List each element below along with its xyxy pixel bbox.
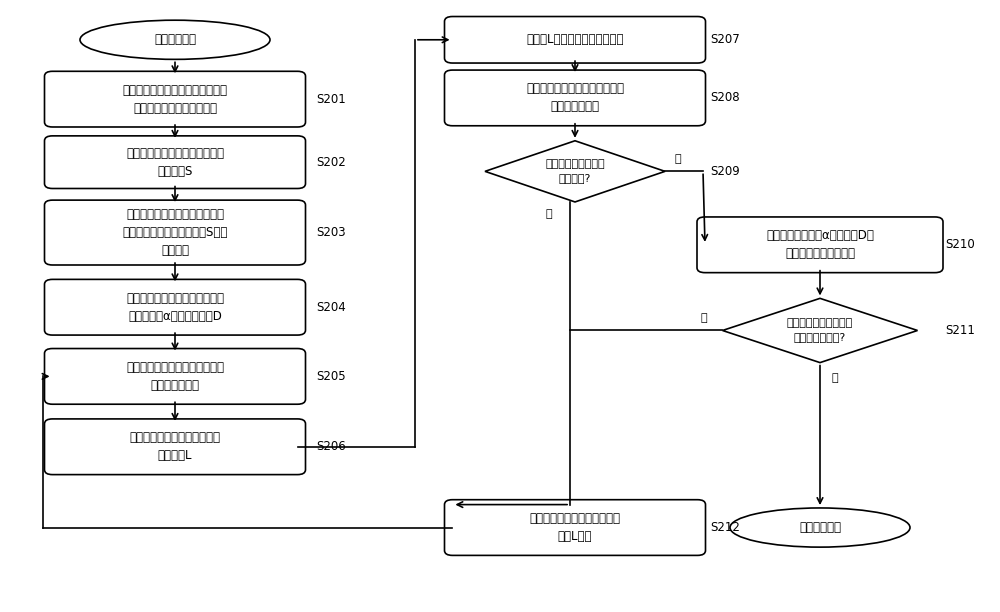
Text: 根据业务带宽需求，将所有业务
按最短路由原则分配至集合S的各
个链路上: 根据业务带宽需求，将所有业务 按最短路由原则分配至集合S的各 个链路上 xyxy=(122,208,228,257)
Text: S201: S201 xyxy=(316,92,346,106)
Text: S208: S208 xyxy=(710,91,740,105)
Text: S204: S204 xyxy=(316,300,346,314)
FancyBboxPatch shape xyxy=(444,499,706,556)
FancyBboxPatch shape xyxy=(44,279,306,335)
FancyBboxPatch shape xyxy=(44,200,306,265)
FancyBboxPatch shape xyxy=(44,419,306,475)
Text: S211: S211 xyxy=(945,324,975,337)
Text: S205: S205 xyxy=(316,370,346,383)
Ellipse shape xyxy=(80,20,270,59)
Text: 是: 是 xyxy=(701,313,707,323)
Text: 否: 否 xyxy=(545,209,552,219)
Polygon shape xyxy=(485,141,665,202)
FancyBboxPatch shape xyxy=(444,70,706,126)
Text: 找出具有最小带宽利用率的链
路，记为L: 找出具有最小带宽利用率的链 路，记为L xyxy=(130,431,220,462)
Text: 拓扑重构结束: 拓扑重构结束 xyxy=(799,521,841,534)
Text: S210: S210 xyxy=(945,238,975,252)
FancyBboxPatch shape xyxy=(697,217,943,273)
Text: 所有业务流带宽是否可
被剩余链路承载?: 所有业务流带宽是否可 被剩余链路承载? xyxy=(787,318,853,343)
Text: 根据最大转发次数α和连通度D的
限制进行次短路径选择: 根据最大转发次数α和连通度D的 限制进行次短路径选择 xyxy=(766,230,874,260)
Text: S206: S206 xyxy=(316,440,346,453)
Text: 根据当前业务时延要求，计算转
发次数阈值α及连通度阈值D: 根据当前业务时延要求，计算转 发次数阈值α及连通度阈值D xyxy=(126,292,224,323)
Text: S207: S207 xyxy=(710,33,740,47)
Text: S202: S202 xyxy=(316,155,346,169)
Text: S209: S209 xyxy=(710,165,740,178)
FancyBboxPatch shape xyxy=(44,136,306,188)
Ellipse shape xyxy=(730,508,910,547)
Text: 集中式控制器控制相关卫星将
链路L关闭: 集中式控制器控制相关卫星将 链路L关闭 xyxy=(530,512,620,543)
Text: 为每条业务流按最短路径原则重
新计算转发路径: 为每条业务流按最短路径原则重 新计算转发路径 xyxy=(526,83,624,113)
FancyBboxPatch shape xyxy=(444,17,706,63)
Text: 将链路L从现有拓扑中临时删除: 将链路L从现有拓扑中临时删除 xyxy=(526,33,624,47)
Polygon shape xyxy=(722,298,918,362)
Text: 根据全局拓扑信息，计算初始星
间链路集S: 根据全局拓扑信息，计算初始星 间链路集S xyxy=(126,147,224,177)
Text: S212: S212 xyxy=(710,521,740,534)
FancyBboxPatch shape xyxy=(44,71,306,127)
Text: 存在业务流超出链路
承载能力?: 存在业务流超出链路 承载能力? xyxy=(545,159,605,184)
Text: S203: S203 xyxy=(316,226,346,239)
Text: 遍历所有工作链路，计算每条链
路的带宽利用率: 遍历所有工作链路，计算每条链 路的带宽利用率 xyxy=(126,361,224,392)
Text: 否: 否 xyxy=(832,373,839,383)
Text: 拓扑重构开始: 拓扑重构开始 xyxy=(154,33,196,47)
FancyBboxPatch shape xyxy=(44,348,306,404)
Text: 是: 是 xyxy=(675,154,682,164)
Text: 集中控制节点初始化全局拓扑信息
以及星间通信业务带宽信息: 集中控制节点初始化全局拓扑信息 以及星间通信业务带宽信息 xyxy=(122,84,228,114)
